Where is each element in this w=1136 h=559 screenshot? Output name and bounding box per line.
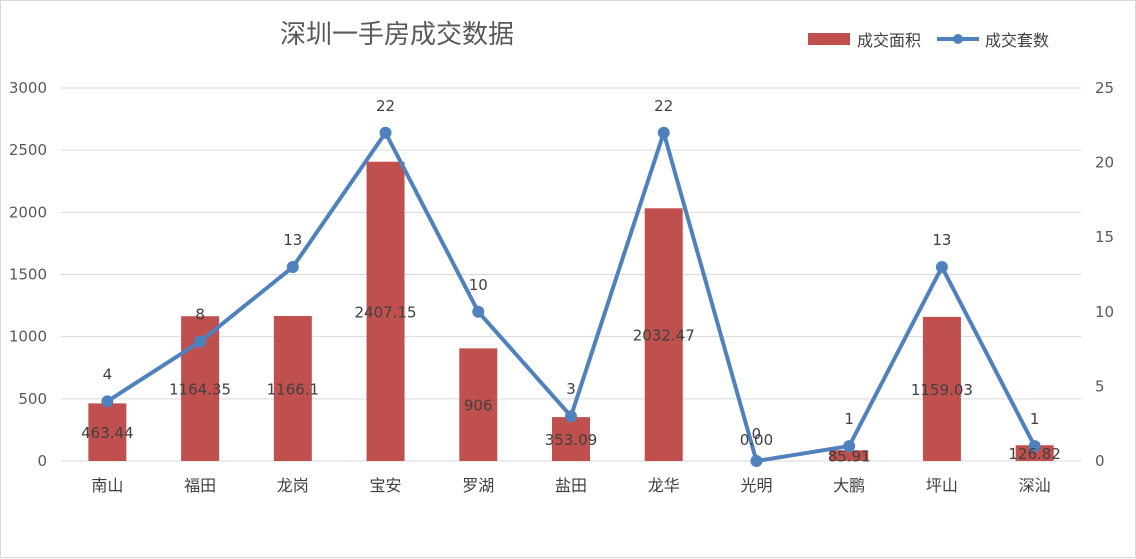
bar-data-label: 2032.47: [633, 327, 695, 345]
line-point: [379, 126, 392, 139]
bar-data-label: 1159.03: [911, 381, 973, 399]
x-tick-label: 南山: [91, 476, 123, 495]
line-data-label: 0: [752, 425, 762, 443]
line-point: [750, 455, 763, 467]
y-right-tick-label: 10: [1095, 303, 1114, 321]
y-right-tick-label: 25: [1095, 79, 1114, 97]
bar: [644, 208, 683, 461]
y-left-tick-label: 1500: [9, 266, 47, 284]
line-point: [657, 126, 670, 139]
line-data-label: 8: [195, 306, 205, 324]
bar: [1015, 445, 1054, 461]
x-tick-label: 坪山: [926, 476, 958, 495]
bar-data-label: 126.82: [1008, 445, 1061, 463]
bar-data-label: 906: [464, 397, 493, 415]
bar-data-label: 85.91: [828, 448, 871, 466]
line-point: [101, 395, 114, 408]
bar: [830, 450, 869, 461]
y-right-tick-label: 0: [1095, 452, 1105, 470]
x-tick-label: 罗湖: [462, 476, 494, 495]
y-left-tick-label: 3000: [9, 79, 47, 97]
line-point: [286, 261, 299, 274]
y-left-tick-label: 2500: [9, 141, 47, 159]
line-data-label: 3: [566, 380, 576, 398]
legend-label-line: 成交套数: [985, 31, 1049, 50]
y-left-tick-label: 0: [37, 452, 47, 470]
line-point: [1028, 440, 1041, 453]
x-tick-label: 福田: [184, 476, 216, 495]
line-data-label: 22: [654, 97, 673, 115]
x-tick-label: 宝安: [370, 476, 402, 495]
y-left-tick-label: 1000: [9, 328, 47, 346]
bar-data-label: 0.00: [740, 431, 773, 449]
line-data-label: 10: [469, 276, 488, 294]
line-data-label: 1: [844, 410, 854, 428]
line-data-label: 22: [376, 97, 395, 115]
line-point: [472, 305, 485, 318]
y-right-tick-label: 15: [1095, 228, 1114, 246]
line-point: [935, 261, 948, 274]
bar-data-label: 1164.35: [169, 381, 231, 399]
bar-data-label: 2407.15: [355, 303, 417, 321]
y-right-tick-label: 20: [1095, 154, 1114, 172]
line-data-label: 1: [1030, 410, 1040, 428]
bar: [366, 161, 405, 462]
legend-label-bar: 成交面积: [857, 31, 921, 50]
bar-data-label: 1166.1: [267, 381, 320, 399]
x-tick-label: 光明: [740, 476, 772, 495]
legend: 成交面积 成交套数: [808, 31, 1049, 50]
bar: [459, 348, 498, 461]
bar: [922, 316, 961, 461]
legend-swatch-marker: [953, 34, 963, 44]
y-left-tick-label: 2000: [9, 203, 47, 221]
line-data-label: 4: [103, 365, 113, 383]
legend-swatch-bar: [808, 33, 850, 45]
bar: [552, 417, 590, 461]
x-tick-label: 龙岗: [277, 476, 309, 495]
line-data-label: 13: [932, 231, 951, 249]
x-tick-label: 大鹏: [833, 476, 865, 495]
line-point: [194, 335, 207, 348]
y-right-tick-label: 5: [1095, 377, 1105, 395]
chart-title: 深圳一手房成交数据: [280, 20, 514, 50]
bar-data-label: 353.09: [545, 431, 598, 449]
x-tick-label: 深汕: [1019, 476, 1051, 495]
bar-data-label: 463.44: [81, 424, 134, 442]
bar: [88, 403, 127, 461]
line-data-label: 13: [283, 231, 302, 249]
x-tick-label: 龙华: [648, 476, 680, 495]
line-point: [843, 440, 856, 453]
y-left-tick-label: 500: [18, 390, 47, 408]
x-tick-label: 盐田: [555, 476, 587, 495]
bar: [273, 316, 312, 461]
line-point: [565, 410, 577, 423]
